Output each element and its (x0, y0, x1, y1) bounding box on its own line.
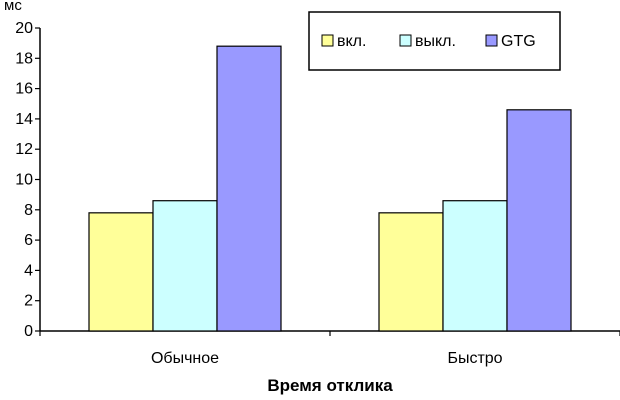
legend-swatch (321, 34, 334, 47)
legend-swatch (399, 34, 412, 47)
bar (378, 212, 444, 332)
y-tick-label: 20 (15, 20, 33, 37)
y-tick-label: 2 (24, 293, 33, 310)
y-tick-label: 18 (15, 50, 33, 67)
y-tick-label: 10 (15, 172, 33, 189)
y-tick-label: 14 (15, 111, 33, 128)
bar (88, 212, 154, 332)
x-category-label: Быстро (447, 350, 502, 367)
y-tick-label: 0 (24, 323, 33, 340)
legend-frame (308, 11, 561, 71)
legend: вкл. выкл. GTG (308, 11, 561, 71)
y-ticks: 0 2 4 6 8 10 12 14 16 18 20 (15, 20, 40, 340)
y-axis-unit-label: мс (4, 0, 22, 14)
bar (152, 200, 218, 332)
legend-items: вкл. выкл. GTG (321, 33, 536, 50)
x-categories: Обычное Быстро (39, 331, 620, 367)
bar (442, 200, 508, 332)
y-tick-label: 16 (15, 81, 33, 98)
legend-label: вкл. (337, 33, 366, 50)
legend-label: GTG (501, 33, 536, 50)
y-tick-label: 12 (15, 141, 33, 158)
legend-swatch (485, 34, 498, 47)
legend-label: выкл. (415, 33, 456, 50)
bar (506, 109, 572, 332)
bar (216, 45, 282, 332)
x-axis-title: Время отклика (267, 376, 393, 395)
x-category-label: Обычное (151, 350, 219, 367)
bars (88, 45, 572, 332)
y-tick-label: 6 (24, 232, 33, 249)
y-tick-label: 8 (24, 202, 33, 219)
y-tick-label: 4 (24, 262, 33, 279)
